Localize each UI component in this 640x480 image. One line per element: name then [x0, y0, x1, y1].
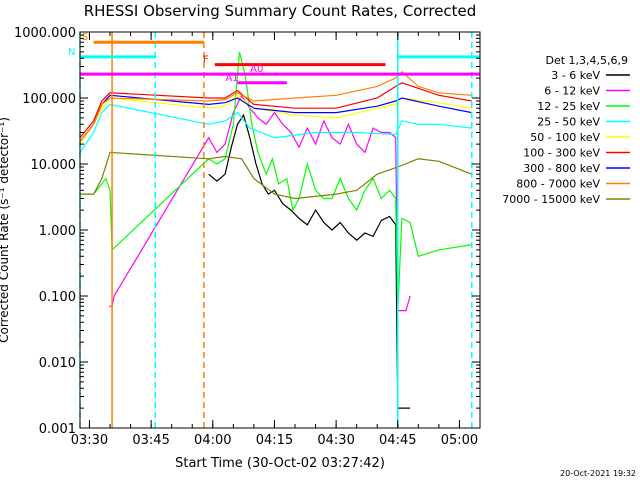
legend-label-0: 3 - 6 keV — [551, 69, 600, 82]
series-line-5 — [79, 82, 472, 139]
x-tick-label-5: 04:45 — [379, 433, 416, 448]
timestamp: 20-Oct-2021 19:32 — [560, 469, 636, 478]
series-line-0 — [208, 113, 411, 409]
legend-label-2: 12 - 25 keV — [537, 100, 600, 113]
legend-title: Det 1,3,4,5,6,9 — [545, 54, 628, 67]
annotation-label-7: A1 — [225, 73, 238, 84]
y-tick-label-0: 1000.000 — [14, 26, 76, 41]
annotation-label-3: F — [203, 55, 209, 66]
legend-label-3: 25 - 50 keV — [537, 116, 600, 129]
series-layer — [79, 51, 473, 409]
annotation-bar-layer: SN F A0 A1 — [68, 32, 480, 85]
y-tick-label-5: 0.010 — [39, 356, 76, 371]
x-axis-label: Start Time (30-Oct-02 03:27:42) — [175, 456, 385, 471]
series-line-3 — [79, 103, 472, 153]
chart-title: RHESSI Observing Summary Count Rates, Co… — [84, 2, 477, 20]
y-tick-label-6: 0.001 — [39, 422, 76, 437]
y-axis-label: Corrected Count Rate (s⁻¹ detector⁻¹) — [0, 117, 11, 343]
legend-label-8: 7000 - 15000 keV — [502, 193, 600, 206]
series-line-1 — [109, 94, 411, 312]
legend-label-1: 6 - 12 keV — [544, 85, 600, 98]
x-axis-ticks: 03:30 03:45 04:00 04:15 04:30 04:45 05:00 — [71, 32, 481, 448]
annotation-label-5: A0 — [250, 64, 263, 75]
annotation-label-1: N — [68, 47, 75, 58]
series-line-2 — [80, 51, 472, 311]
x-tick-label-2: 04:00 — [194, 433, 231, 448]
y-tick-label-4: 0.100 — [39, 290, 76, 305]
legend-label-5: 100 - 300 keV — [523, 147, 600, 160]
plot-frame — [79, 31, 481, 429]
y-tick-label-2: 10.000 — [31, 158, 77, 173]
y-axis-ticks: 1000.000 100.000 10.000 1.000 0.100 0.010 0.00… — [14, 26, 480, 437]
series-line-7 — [79, 70, 472, 142]
series-line-8 — [80, 151, 473, 200]
y-tick-label-3: 1.000 — [39, 224, 76, 239]
y-tick-label-1: 100.000 — [22, 92, 76, 107]
legend: 3 - 6 keV 6 - 12 keV 12 - 25 keV 25 - 50 ke… — [502, 69, 630, 206]
series-line-6 — [79, 94, 472, 142]
series-line-4 — [79, 94, 472, 145]
legend-label-4: 50 - 100 keV — [530, 131, 600, 144]
legend-label-7: 800 - 7000 keV — [516, 178, 600, 191]
annotation-label-0: S — [82, 32, 88, 43]
x-tick-label-4: 04:30 — [317, 433, 354, 448]
legend-label-6: 300 - 800 keV — [523, 162, 600, 175]
x-tick-label-1: 03:45 — [132, 433, 169, 448]
x-tick-label-3: 04:15 — [256, 433, 293, 448]
x-tick-label-0: 03:30 — [71, 433, 108, 448]
vertical-line-layer — [79, 32, 473, 428]
x-tick-label-6: 05:00 — [441, 433, 478, 448]
